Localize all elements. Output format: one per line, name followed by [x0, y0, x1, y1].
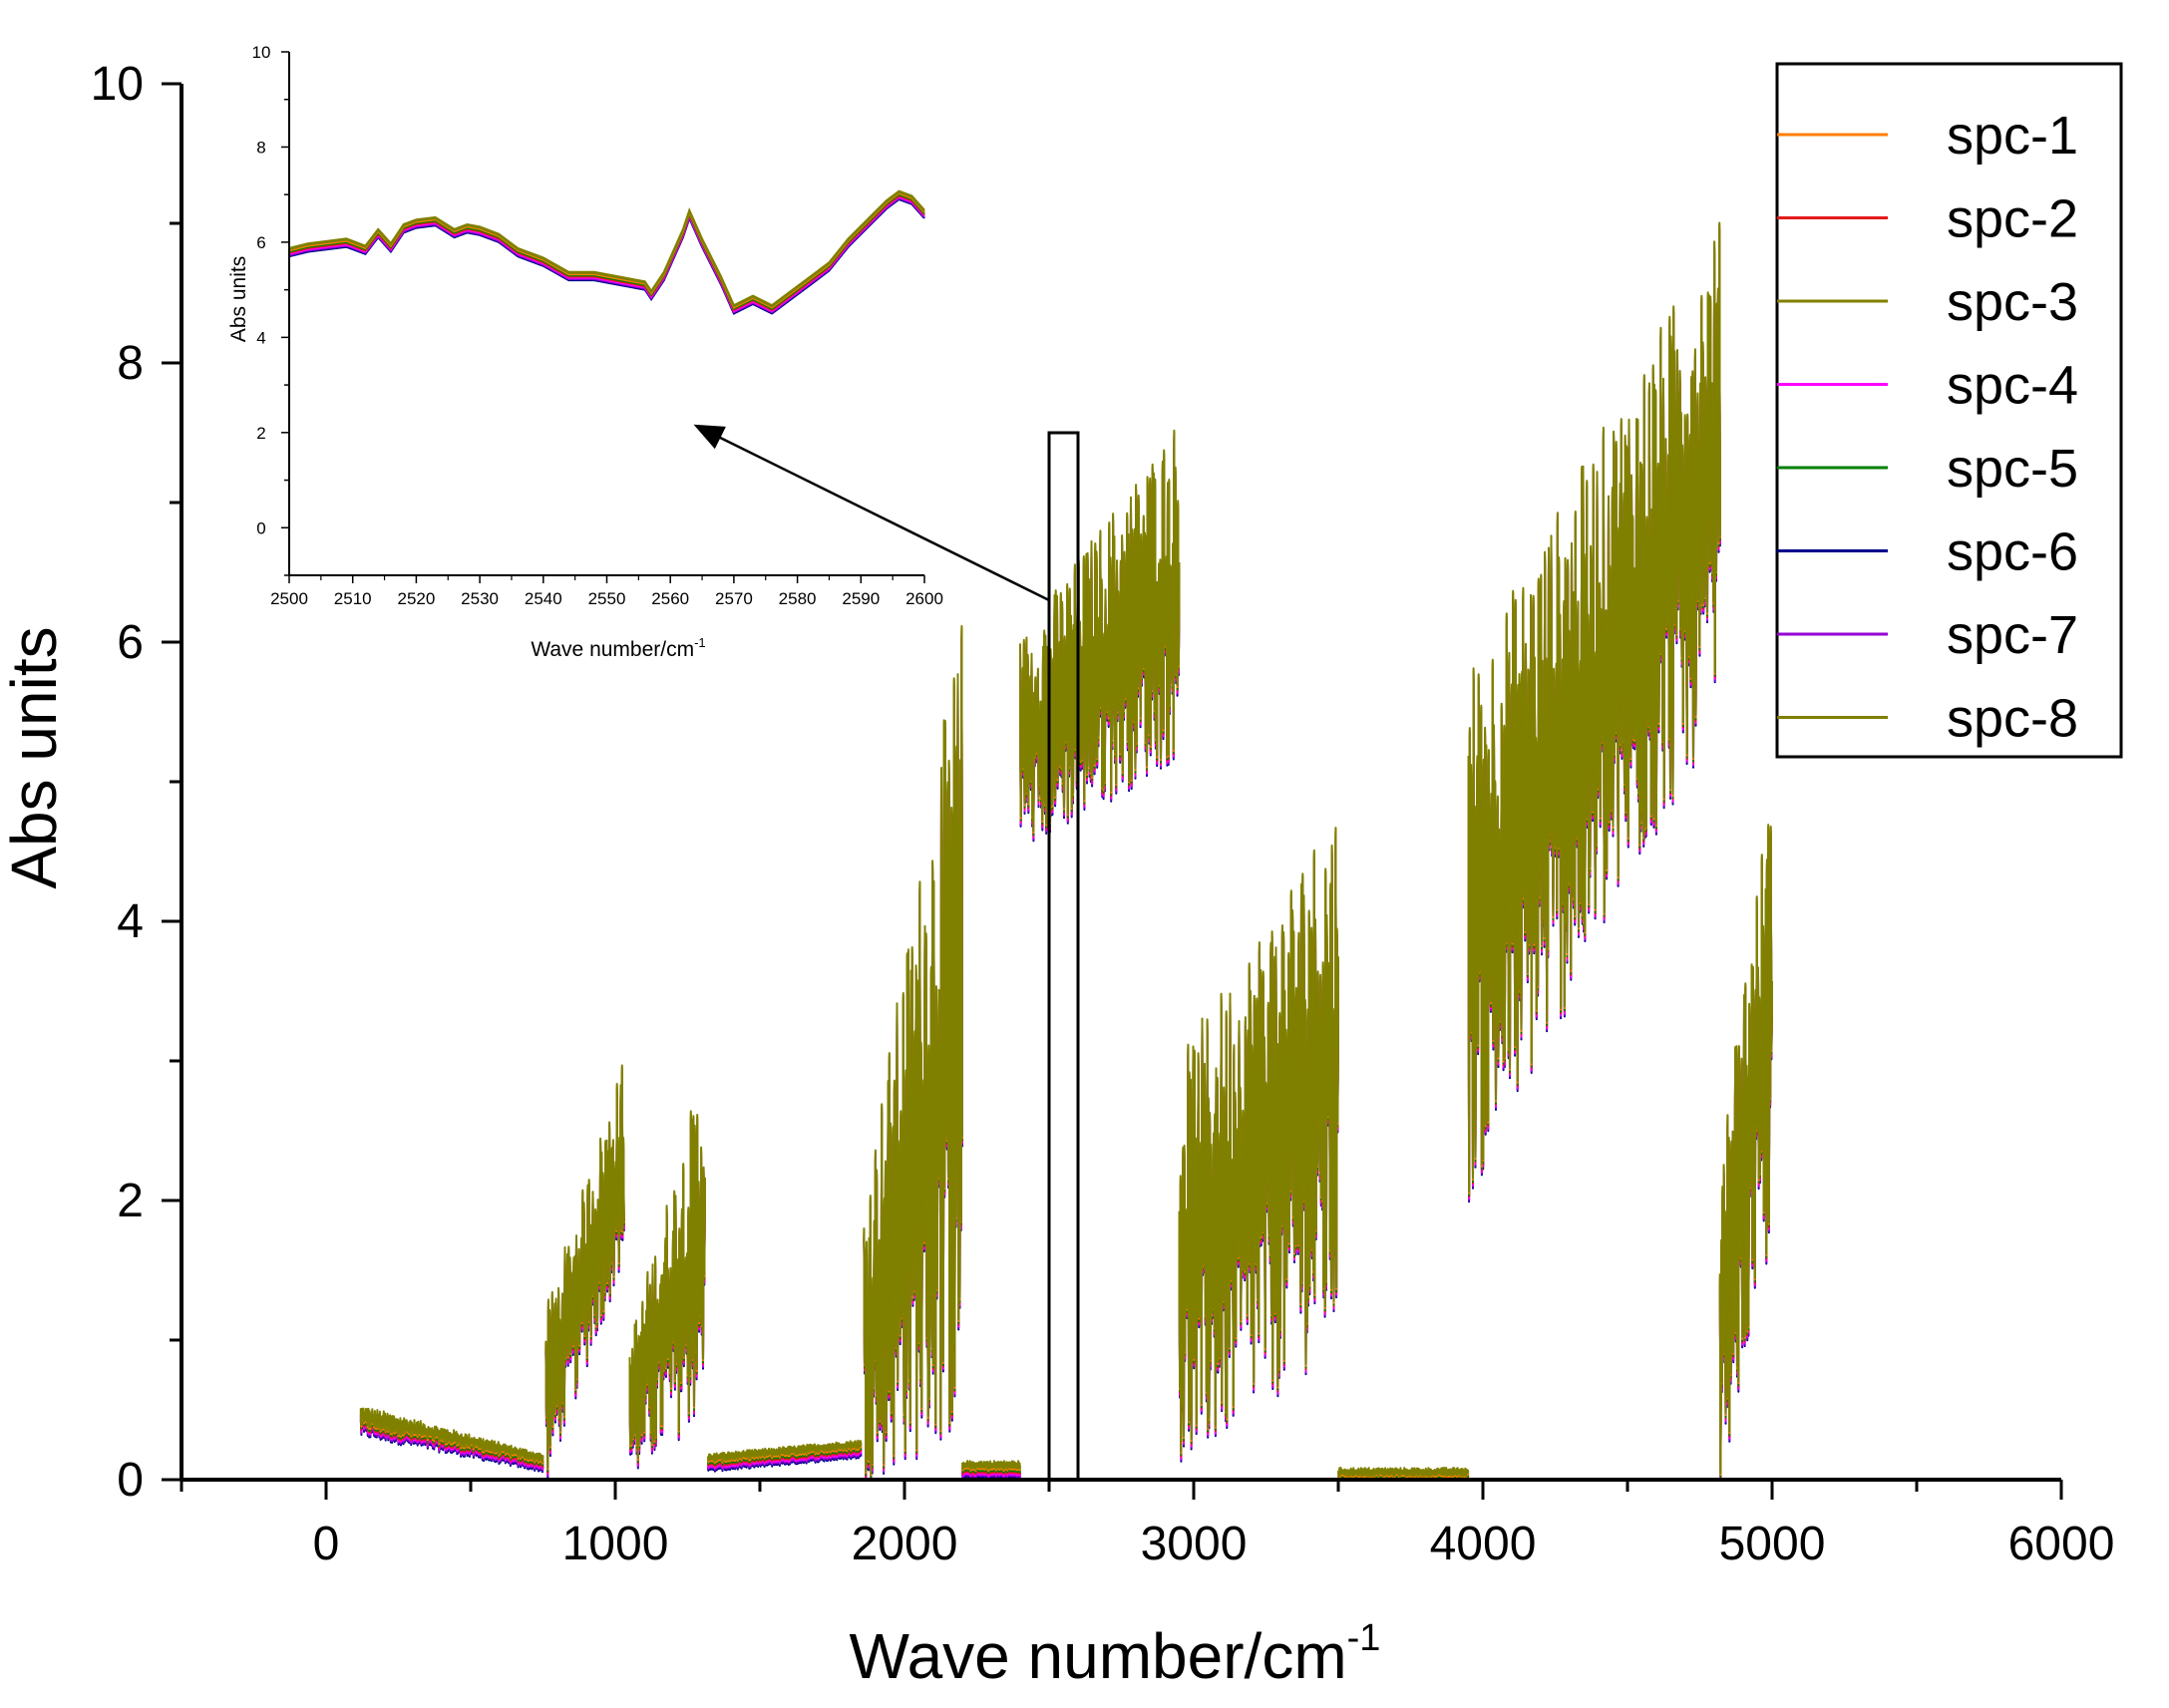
x-axis-title-sup: -1 [1347, 1617, 1381, 1659]
legend-label-spc-8: spc-8 [1947, 689, 2078, 749]
inset-x-axis-title: Wave number/cm-1 [531, 635, 705, 661]
main-tick-labels: 0 1000 2000 3000 4000 5000 6000 0 2 4 6 8 10 [91, 58, 2115, 1570]
inset-x-tick-label: 2570 [715, 589, 753, 608]
legend-label-spc-7: spc-7 [1947, 605, 2078, 665]
inset-series-line-spc-1 [288, 191, 925, 309]
inset-axes [281, 51, 925, 583]
x-axis-title-text: Wave number/cm [850, 1620, 1347, 1692]
inset-y-tick-label: 6 [256, 233, 265, 252]
inset-x-axis-title-text: Wave number/cm [531, 638, 694, 661]
inset-x-tick-label: 2560 [651, 589, 689, 608]
legend-label-spc-2: spc-2 [1947, 189, 2078, 249]
inset-x-tick-label: 2580 [779, 589, 817, 608]
inset-x-tick-label: 2530 [461, 589, 499, 608]
inset-x-axis-title-sup: -1 [694, 635, 706, 650]
inset-y-axis-title: Abs units [227, 256, 250, 342]
legend-label-spc-6: spc-6 [1947, 522, 2078, 582]
inset-series-line-spc-6 [288, 197, 925, 315]
inset-x-tick-label: 2540 [525, 589, 562, 608]
legend-label-spc-4: spc-4 [1947, 356, 2078, 416]
zoom-arrow [693, 424, 1050, 602]
inset-series [288, 189, 925, 315]
y-tick-label: 4 [117, 895, 144, 948]
inset-x-tick-label: 2590 [842, 589, 880, 608]
y-axis-title: Abs units [0, 626, 70, 888]
inset-x-tick-label: 2550 [588, 589, 626, 608]
inset-y-tick-label: 10 [252, 43, 271, 62]
y-tick-label: 8 [117, 337, 144, 390]
y-tick-label: 6 [117, 616, 144, 669]
legend-label-spc-5: spc-5 [1947, 439, 2078, 499]
x-tick-label: 1000 [562, 1518, 669, 1570]
legend: spc-1 spc-2 spc-3 spc-4 spc-5 spc-6 spc-7 spc-8 [1775, 62, 2123, 759]
x-tick-label: 4000 [1430, 1518, 1537, 1570]
inset-x-tick-label: 2520 [397, 589, 435, 608]
y-tick-label: 0 [117, 1454, 144, 1507]
main-spectra-series [359, 221, 1773, 1481]
inset-x-tick-label: 2600 [905, 589, 943, 608]
x-tick-label: 2000 [852, 1518, 958, 1570]
inset-series-line-spc-2 [288, 194, 925, 312]
inset-x-tick-label: 2510 [334, 589, 372, 608]
x-tick-label: 5000 [1719, 1518, 1826, 1570]
main-axes [162, 82, 2063, 1500]
x-tick-label: 0 [313, 1518, 340, 1570]
inset-series-line-spc-7 [288, 196, 925, 314]
main-series-line-spc-8 [359, 221, 1773, 1476]
inset-y-tick-label: 4 [256, 328, 265, 347]
zoom-region-box [1047, 431, 1080, 1482]
inset-y-tick-label: 2 [256, 424, 265, 443]
x-tick-label: 6000 [2008, 1518, 2115, 1570]
inset-tick-labels: 2500 2510 2520 2530 2540 2550 2560 2570 2580 2590… [252, 43, 943, 608]
y-tick-label: 2 [117, 1175, 144, 1227]
legend-label-spc-3: spc-3 [1947, 272, 2078, 332]
y-tick-label: 10 [91, 58, 144, 111]
legend-label-spc-1: spc-1 [1947, 106, 2078, 166]
inset-y-tick-label: 0 [256, 518, 265, 537]
x-axis-title: Wave number/cm-1 [850, 1617, 1381, 1692]
inset-series-line-spc-8 [288, 189, 925, 307]
inset-series-line-spc-3 [288, 190, 925, 308]
x-tick-label: 3000 [1141, 1518, 1248, 1570]
legend-frame [1775, 62, 2123, 759]
inset-x-tick-label: 2500 [270, 589, 308, 608]
inset-series-line-spc-5 [288, 193, 925, 311]
inset-y-tick-label: 8 [256, 138, 265, 157]
inset-series-line-spc-4 [288, 195, 925, 313]
